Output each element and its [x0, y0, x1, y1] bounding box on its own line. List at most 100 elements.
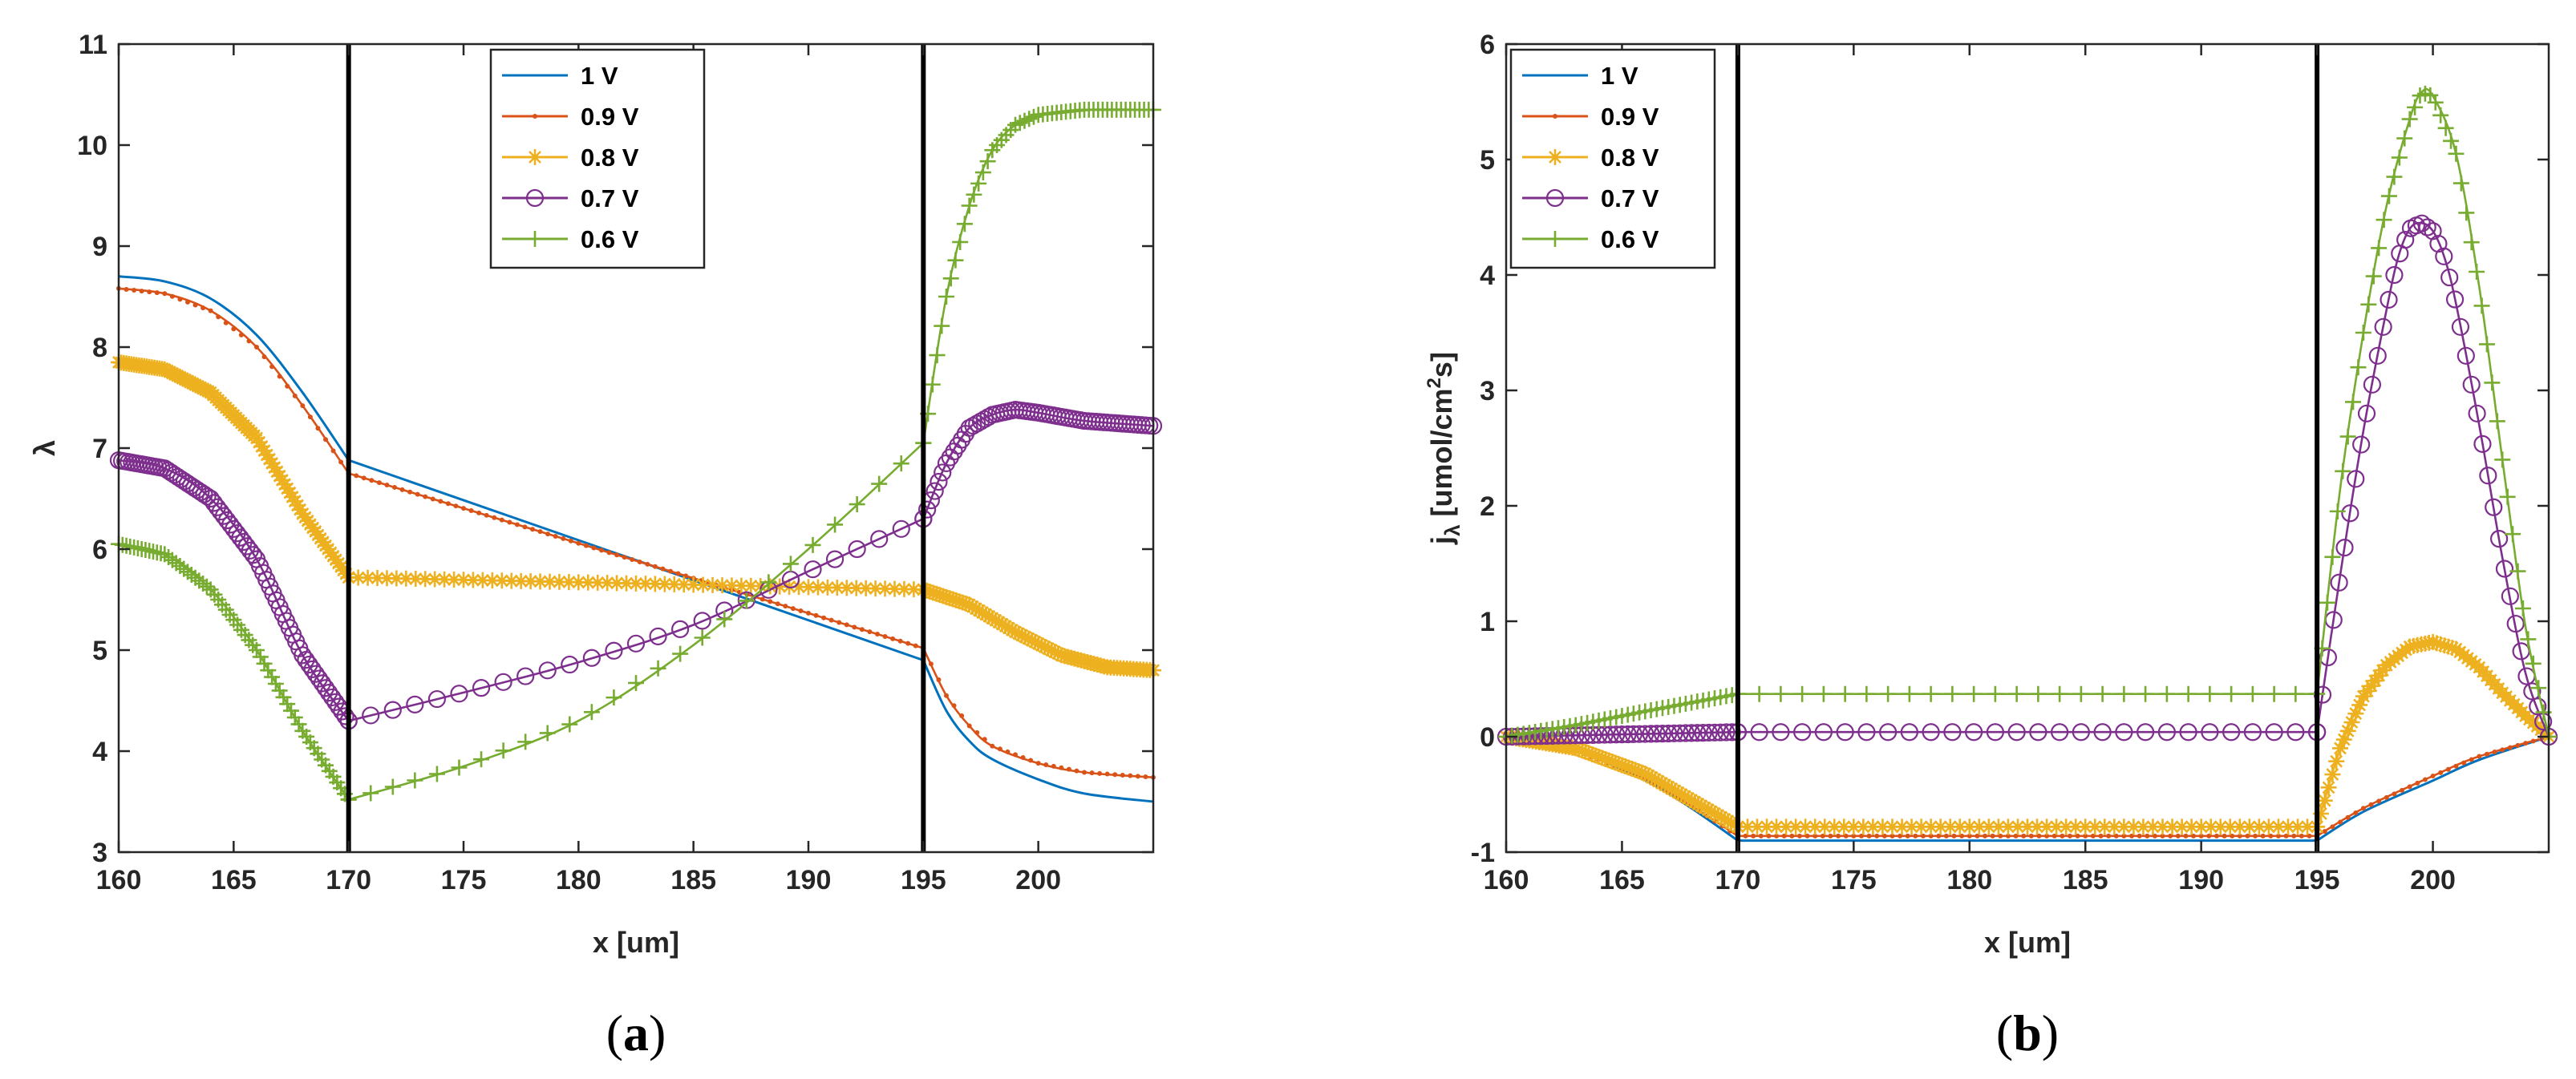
series-b-0-7-V-marker: [2418, 218, 2436, 236]
series-a-0-9-V-marker: [1112, 772, 1118, 778]
series-b-0-7-V-marker: [1636, 725, 1655, 743]
series-b-0-9-V-marker: [2283, 833, 2289, 839]
series-b-0-8-V-marker: [2106, 818, 2123, 835]
series-b-0-7-V-marker: [2330, 573, 2348, 592]
series-a-0-8-V-marker: [484, 572, 500, 589]
series-b-0-9-V-marker: [2121, 833, 2127, 839]
series-a-0-9-V-marker: [1005, 749, 1011, 754]
series-a-0-7-V-marker: [934, 463, 952, 482]
series-a-0-9-V-marker: [132, 288, 137, 293]
series-b-0-6-V-marker: [2116, 685, 2132, 702]
series-b-0-7-V-marker: [2462, 375, 2481, 394]
x-tick-label-b: 195: [2295, 865, 2340, 895]
series-a-0-9-V-marker: [622, 555, 627, 560]
legend-a: 1 V 0.9 V 0.8 V 0.7 V 0.6 V: [489, 48, 706, 269]
series-a-0-7-V-marker: [848, 540, 866, 559]
series-b-0-7-V-marker: [2093, 723, 2112, 742]
series-b-0-8-V-marker: [1999, 818, 2016, 835]
series-a-0-8-V-marker: [279, 480, 296, 497]
series-b-0-7-V-marker: [2523, 682, 2542, 701]
series-a-0-9-V-marker: [844, 622, 849, 628]
series-b-0-8-V-marker: [1894, 818, 1910, 835]
series-b-0-8-V-marker: [1597, 750, 1614, 767]
series-b-0-7-V-marker: [1943, 723, 1962, 742]
series-a-0-8-V-marker: [359, 569, 376, 586]
series-b-0-9-V-marker: [1936, 833, 1942, 839]
series-b-0-6-V-marker: [1987, 685, 2003, 702]
axes-a: 160 165 170 175 180 185 190 195 200 3 4 5 6 7 8 9 10 11: [77, 30, 1155, 895]
series-b-0-9-V-marker: [2530, 738, 2536, 744]
series-a-0-6-V-marker: [966, 186, 982, 203]
series-b-0-7-V-marker: [1630, 725, 1649, 743]
series-a-0-8-V-marker: [522, 573, 539, 590]
series-b-0-9-V-marker: [2484, 751, 2489, 757]
series-b-0-8-V-marker: [2312, 806, 2329, 822]
series-a-0-8-V-marker: [637, 576, 654, 592]
series-a-0-8-V-marker: [1027, 633, 1043, 650]
series-b-0-8-V-marker: [1797, 818, 1814, 835]
series-b-0-9-V-marker: [1758, 833, 1764, 839]
series-a-0-8-V-marker: [589, 574, 606, 591]
series-a-0-7-V-marker: [825, 550, 844, 568]
series-a-0-8-V-marker: [599, 575, 616, 592]
series-b-0-6-V-marker: [2371, 240, 2388, 257]
series-b-0-9-V-marker: [2113, 833, 2119, 839]
series-b-0-8-V-marker: [1826, 818, 1843, 835]
series-a-0-8-V-marker: [249, 430, 265, 447]
series-b-0-6-V-marker: [2365, 268, 2382, 285]
series-a-0-6-V-marker: [583, 704, 600, 721]
series-b-0-7-V-marker: [1705, 723, 1724, 742]
series-a-0-6-V-marker: [561, 716, 578, 733]
series-a-0-8-V-marker: [266, 459, 283, 476]
series-a-0-9-V-marker: [445, 501, 451, 507]
series-a-0-8-V-marker: [258, 447, 275, 463]
series-a-0-6-V-marker: [249, 642, 265, 658]
series-b-0-8-V-marker: [1836, 818, 1853, 835]
legend-entry-a-3-marker: [527, 149, 543, 165]
series-b-0-7-V-marker: [1601, 725, 1620, 744]
series-b-0-9-V-marker: [1951, 833, 1957, 839]
series-b-0-8-V-marker: [1961, 818, 1978, 835]
series-b-0-7-V-marker: [2222, 723, 2241, 742]
series-b-0-6-V-marker: [1815, 685, 1832, 702]
series-b-0-6-V-marker: [1901, 685, 1918, 702]
axes-box-b: [1505, 42, 2550, 854]
series-a-0-8-V-marker: [921, 584, 938, 600]
series-b-0-9-V-marker: [2106, 833, 2112, 839]
series-b-0-7-V-marker: [1900, 723, 1918, 742]
series-b-0-9-V-marker: [1766, 833, 1772, 839]
series-b-0-6-V-marker: [2432, 107, 2449, 123]
series-b-0-9-V-marker: [2075, 833, 2080, 839]
series-a-0-9-V-marker: [376, 480, 382, 486]
series-b-0-6-V-marker: [2051, 685, 2068, 702]
series-a-0-6-V-marker: [267, 676, 284, 692]
series-b-0-7-V-marker: [2341, 504, 2359, 523]
series-a-0-8-V-marker: [474, 572, 491, 588]
y-axis-label-a: λ: [28, 440, 61, 456]
series-a-0-6-V-marker: [849, 496, 865, 513]
series-a-0-9-V-marker: [905, 641, 911, 646]
series-a-0-8-V-marker: [273, 471, 290, 488]
series-a-0-6-V-marker: [650, 660, 666, 677]
series-b-0-9-V-marker: [2407, 784, 2412, 790]
series-a-0-6-V-marker: [384, 778, 401, 795]
series-b-0-9-V-marker: [1743, 833, 1748, 839]
series-a-0-7-V-marker: [804, 560, 822, 579]
series-b-0-6-V-marker: [1837, 685, 1853, 702]
series-b-0-6-V-marker: [2335, 463, 2351, 479]
series-a-0-6-V-line: [348, 442, 925, 801]
series-b-0-8-V-marker: [2270, 818, 2286, 835]
series-a-0-9-V-marker: [361, 475, 367, 481]
series-a-0-9-V-marker: [315, 426, 321, 431]
series-b-0-7-V-marker: [1717, 723, 1736, 742]
series-a-0-7-V-marker: [316, 679, 335, 697]
series-a-0-9-V-marker: [223, 320, 229, 325]
series-b-0-6-V-marker: [2391, 149, 2408, 166]
series-a-0-9-V-marker: [430, 496, 435, 502]
series-a-0-9-V-marker: [1059, 765, 1064, 770]
series-a-0-9-V-marker: [775, 601, 780, 607]
series-a-0-9-V-marker: [561, 535, 566, 541]
series-b-0-8-V-marker: [1567, 740, 1584, 757]
series-b-0-6-V-marker: [2520, 631, 2537, 648]
series-a-0-9-V-marker: [423, 494, 428, 499]
